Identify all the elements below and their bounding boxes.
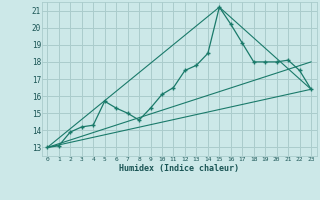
X-axis label: Humidex (Indice chaleur): Humidex (Indice chaleur): [119, 164, 239, 173]
